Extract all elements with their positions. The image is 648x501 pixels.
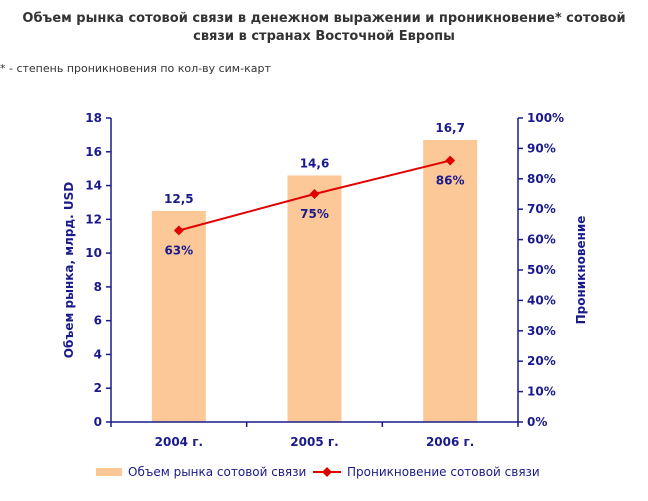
line-point-1 [173, 225, 184, 236]
right-tick-label: 0% [527, 415, 547, 429]
line-point-2 [309, 189, 320, 199]
right-tick-label: 100% [527, 111, 564, 125]
left-tick-label: 8 [94, 280, 102, 294]
bar-3 [423, 139, 478, 422]
right-tick-label: 20% [527, 354, 556, 368]
bar-value-label-2: 14,6 [300, 156, 330, 170]
right-tick-label: 60% [527, 233, 556, 247]
legend-line-marker [322, 467, 332, 477]
line-value-label-1: 63% [164, 243, 193, 257]
right-tick-label: 10% [527, 385, 556, 399]
legend-bar-swatch [96, 468, 122, 476]
right-tick-label: 30% [527, 324, 556, 338]
left-tick-label: 2 [94, 381, 102, 395]
right-tick-label: 50% [527, 263, 556, 277]
line-value-label-3: 86% [436, 174, 465, 188]
left-tick-label: 18 [85, 111, 102, 125]
left-axis-title: Объем рынка, млрд. USD [62, 182, 76, 358]
x-tick-label: 2006 г. [426, 435, 474, 449]
left-tick-label: 10 [85, 246, 102, 260]
left-tick-label: 4 [94, 347, 102, 361]
right-tick-label: 70% [527, 202, 556, 216]
left-tick-label: 6 [94, 314, 102, 328]
left-tick-label: 14 [85, 179, 102, 193]
bar-1 [151, 210, 206, 422]
left-tick-label: 12 [85, 212, 102, 226]
footnote: * - степень проникновения по кол-ву сим-… [0, 62, 271, 75]
chart-title-line-2: связи в странах Восточной Европы [193, 29, 455, 44]
right-tick-label: 80% [527, 172, 556, 186]
legend-line-label: Проникновение сотовой связи [347, 465, 540, 479]
line-value-label-2: 75% [300, 207, 329, 221]
left-tick-label: 0 [94, 415, 102, 429]
chart-title-line-1: Объем рынка сотовой связи в денежном выр… [22, 11, 626, 26]
bar-value-label-1: 12,5 [164, 192, 194, 206]
left-tick-label: 16 [85, 145, 102, 159]
x-tick-label: 2005 г. [290, 435, 338, 449]
line-point-3 [445, 155, 456, 166]
bar-2 [287, 175, 342, 422]
chart-title: Объем рынка сотовой связи в денежном выр… [0, 10, 648, 46]
right-axis-title: Проникновение [574, 216, 588, 325]
right-tick-label: 90% [527, 141, 556, 155]
bar-value-label-3: 16,7 [435, 121, 465, 135]
x-tick-label: 2004 г. [155, 435, 203, 449]
right-tick-label: 40% [527, 293, 556, 307]
legend-bar-label: Объем рынка сотовой связи [128, 465, 306, 479]
